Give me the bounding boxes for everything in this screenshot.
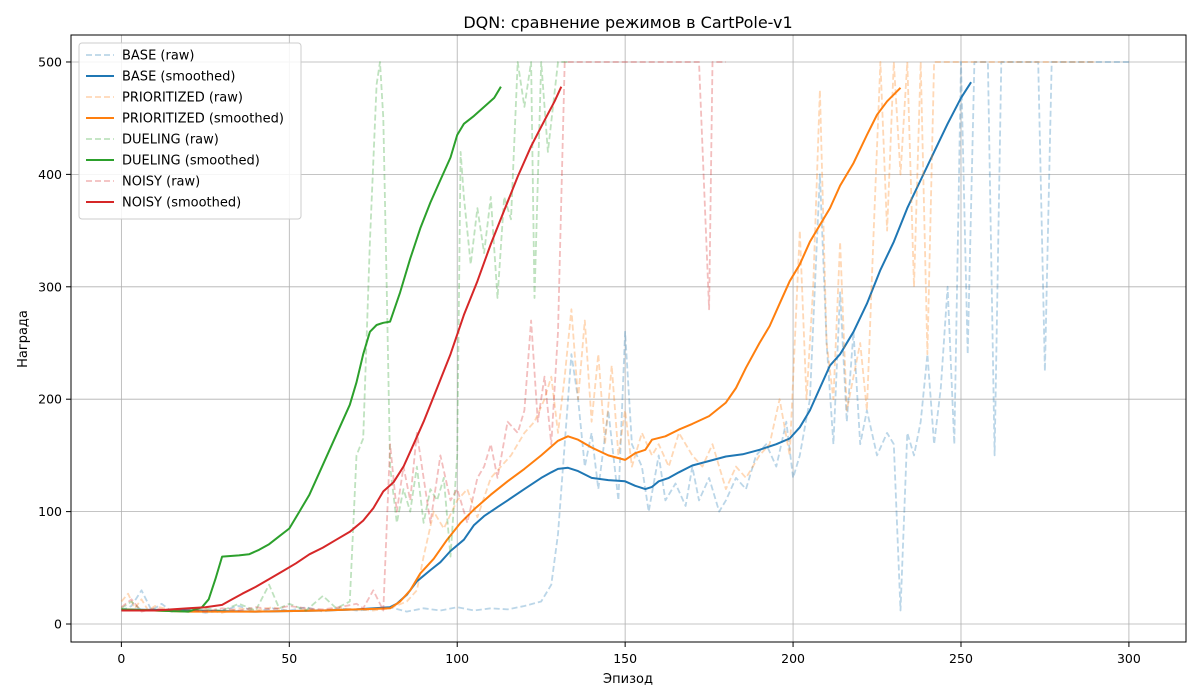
series-line-dueling-raw xyxy=(120,61,568,613)
axis-ticks: 0 50 100 150 200 250 300 0 100 200 300 400 500 xyxy=(38,54,1141,666)
y-tick-label: 300 xyxy=(38,279,62,294)
plot-frame xyxy=(70,34,1187,643)
plot-series xyxy=(120,61,1129,614)
series-line-base-smoothed xyxy=(121,81,972,613)
series-line-noisy-smoothed xyxy=(121,86,563,612)
series-line-noisy-raw xyxy=(120,61,726,613)
legend-label: NOISY (smoothed) xyxy=(122,196,241,211)
x-tick-label: 100 xyxy=(445,651,469,666)
legend-label: BASE (smoothed) xyxy=(122,70,235,85)
series-line-dueling-smoothed xyxy=(121,86,502,613)
legend-label: PRIORITIZED (smoothed) xyxy=(122,112,284,127)
x-tick-label: 250 xyxy=(949,651,973,666)
y-tick-label: 100 xyxy=(38,504,62,519)
legend-label: DUELING (smoothed) xyxy=(122,154,260,169)
series-line-prioritized-smoothed xyxy=(121,87,902,613)
y-tick-label: 500 xyxy=(38,54,62,69)
legend-label: PRIORITIZED (raw) xyxy=(122,91,243,106)
x-axis-label: Эпизод xyxy=(603,672,653,687)
y-tick-label: 200 xyxy=(38,392,62,407)
legend-label: DUELING (raw) xyxy=(122,133,219,148)
x-tick-label: 50 xyxy=(281,651,297,666)
legend-label: BASE (raw) xyxy=(122,49,195,64)
y-axis-label: Награда xyxy=(16,310,31,368)
x-tick-label: 0 xyxy=(117,651,125,666)
x-tick-label: 200 xyxy=(781,651,805,666)
y-tick-label: 0 xyxy=(54,617,62,632)
x-tick-label: 150 xyxy=(613,651,637,666)
y-tick-label: 400 xyxy=(38,167,62,182)
chart-title: DQN: сравнение режимов в CartPole-v1 xyxy=(463,13,792,32)
legend-box xyxy=(78,42,302,220)
x-tick-label: 300 xyxy=(1117,651,1141,666)
legend: BASE (raw) BASE (smoothed) PRIORITIZED (ra… xyxy=(78,42,302,220)
legend-label: NOISY (raw) xyxy=(122,175,200,190)
